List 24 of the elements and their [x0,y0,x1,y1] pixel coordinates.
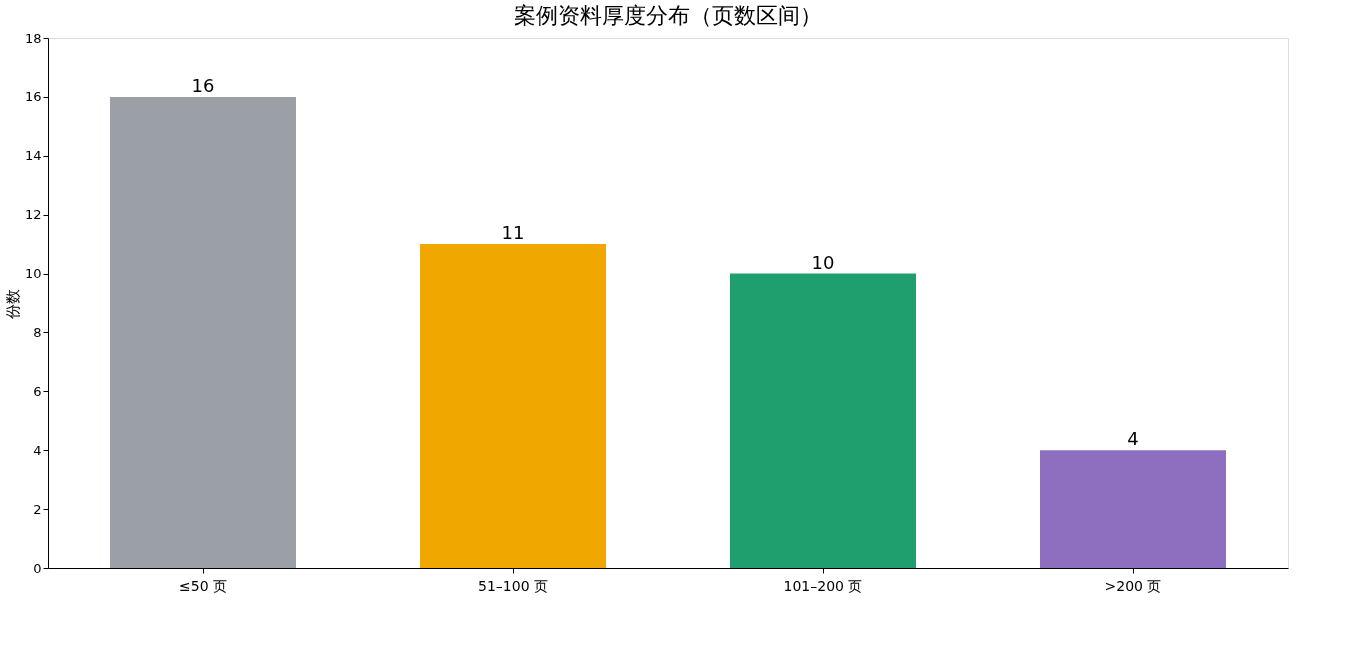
y-tick-label: 6 [33,383,42,399]
y-axis-title: 份数 [3,288,22,319]
y-tick-label: 4 [33,442,42,458]
data-label: 11 [501,222,525,244]
x-tick-label: 51–100 页 [478,577,548,594]
x-tick-label: >200 页 [1104,577,1162,594]
x-tick-label: 101–200 页 [783,577,863,594]
bar [1040,450,1226,568]
y-tick-label: 18 [24,30,42,46]
data-label: 16 [191,74,215,96]
y-tick-label: 10 [24,266,42,282]
x-tick-label: ≤50 页 [179,577,227,594]
bar [110,96,296,568]
data-label: 4 [1127,428,1139,450]
bar [420,244,606,568]
y-tick-label: 8 [33,324,42,340]
bar [730,273,916,568]
y-tick-label: 14 [24,148,42,164]
data-label: 10 [811,251,835,273]
y-tick-label: 0 [33,560,42,576]
y-tick-label: 2 [33,501,42,517]
y-tick-label: 16 [24,89,42,105]
chart-title: 案例资料厚度分布（页数区间） [514,3,822,28]
y-tick-label: 12 [24,207,42,223]
